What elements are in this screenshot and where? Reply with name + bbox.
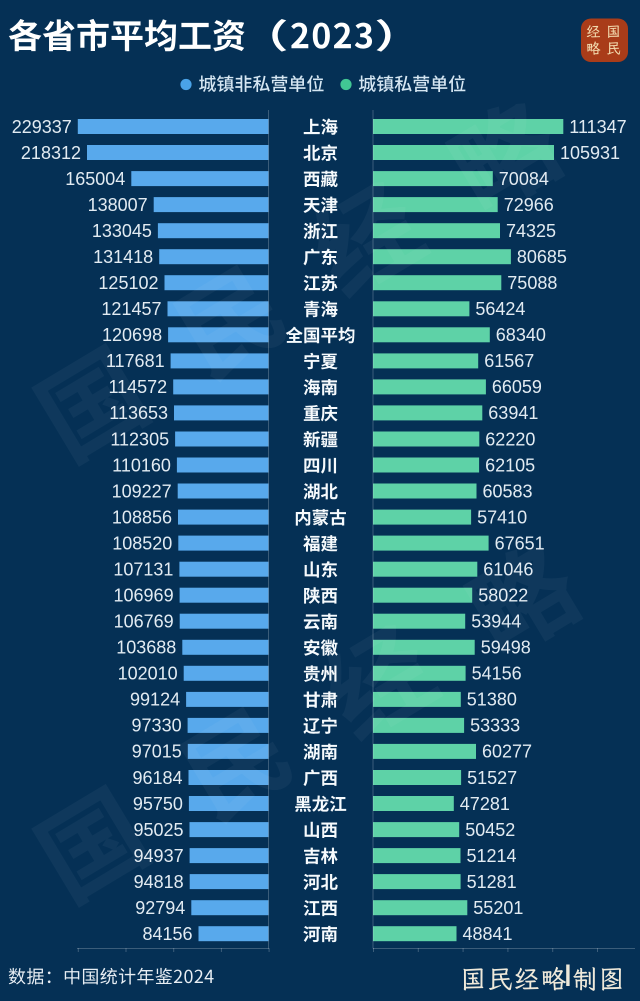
svg-text:54156: 54156 [472,664,522,684]
svg-text:74325: 74325 [506,221,556,241]
svg-text:95025: 95025 [133,820,183,840]
svg-text:47281: 47281 [460,794,510,814]
svg-text:50452: 50452 [465,820,515,840]
svg-text:229337: 229337 [12,117,72,137]
svg-text:133045: 133045 [92,221,152,241]
svg-text:121457: 121457 [101,299,161,319]
svg-text:53333: 53333 [470,716,520,736]
svg-text:61567: 61567 [484,351,534,371]
svg-text:106969: 106969 [114,586,174,606]
svg-text:63941: 63941 [488,403,538,423]
svg-text:67651: 67651 [495,533,545,553]
svg-text:99124: 99124 [130,690,180,710]
svg-text:56424: 56424 [475,299,525,319]
svg-text:60583: 60583 [483,481,533,501]
svg-text:108520: 108520 [112,533,172,553]
svg-text:51527: 51527 [467,768,517,788]
svg-text:62220: 62220 [485,429,535,449]
svg-text:94818: 94818 [134,872,184,892]
svg-text:103688: 103688 [116,638,176,658]
svg-text:62105: 62105 [485,455,535,475]
svg-text:120698: 120698 [102,325,162,345]
svg-text:97330: 97330 [132,716,182,736]
svg-text:72966: 72966 [504,195,554,215]
svg-text:84156: 84156 [142,924,192,944]
svg-text:111347: 111347 [569,117,626,137]
svg-text:108856: 108856 [112,507,172,527]
svg-text:138007: 138007 [88,195,148,215]
svg-text:112305: 112305 [110,429,169,449]
svg-text:60277: 60277 [482,742,532,762]
svg-text:109227: 109227 [112,481,172,501]
svg-text:68340: 68340 [496,325,546,345]
svg-text:55201: 55201 [473,898,523,918]
svg-text:107131: 107131 [113,560,173,580]
svg-text:110160: 110160 [112,455,171,475]
svg-text:66059: 66059 [492,377,542,397]
svg-text:165004: 165004 [65,169,125,189]
svg-text:131418: 131418 [93,247,153,267]
svg-text:75088: 75088 [507,273,557,293]
svg-text:106769: 106769 [114,612,174,632]
svg-text:125102: 125102 [98,273,158,293]
svg-text:105931: 105931 [560,143,620,163]
svg-text:218312: 218312 [21,143,81,163]
svg-text:97015: 97015 [132,742,182,762]
svg-text:48841: 48841 [463,924,513,944]
svg-text:92794: 92794 [135,898,185,918]
svg-text:80685: 80685 [517,247,567,267]
svg-text:102010: 102010 [118,664,178,684]
svg-text:96184: 96184 [132,768,182,788]
svg-text:51214: 51214 [467,846,517,866]
svg-text:51380: 51380 [467,690,517,710]
svg-text:51281: 51281 [467,872,517,892]
svg-text:95750: 95750 [133,794,183,814]
svg-text:57410: 57410 [477,507,527,527]
svg-text:117681: 117681 [106,351,165,371]
